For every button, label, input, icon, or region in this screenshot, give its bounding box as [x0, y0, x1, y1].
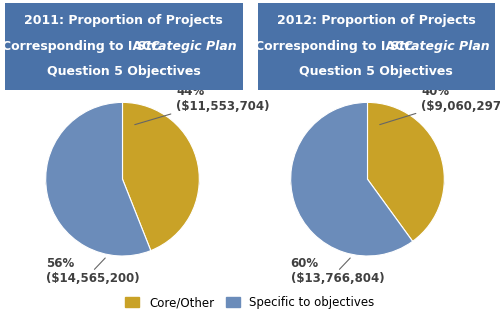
- Text: Question 5 Objectives: Question 5 Objectives: [47, 66, 201, 78]
- Text: Corresponding to IACC: Corresponding to IACC: [2, 40, 165, 53]
- Wedge shape: [122, 102, 200, 251]
- Text: 60%
($13,766,804): 60% ($13,766,804): [290, 257, 384, 285]
- Wedge shape: [368, 102, 444, 241]
- Legend: Core/Other, Specific to objectives: Core/Other, Specific to objectives: [120, 292, 380, 314]
- Text: 40%
($9,060,297): 40% ($9,060,297): [380, 84, 500, 124]
- Ellipse shape: [46, 170, 200, 196]
- Wedge shape: [290, 102, 412, 256]
- Text: Strategic Plan: Strategic Plan: [137, 40, 237, 53]
- Text: Question 5 Objectives: Question 5 Objectives: [300, 66, 453, 78]
- Text: 2012: Proportion of Projects: 2012: Proportion of Projects: [277, 14, 475, 27]
- Text: 56%
($14,565,200): 56% ($14,565,200): [46, 257, 140, 285]
- Wedge shape: [46, 102, 151, 256]
- Text: 44%
($11,553,704): 44% ($11,553,704): [135, 84, 270, 125]
- Ellipse shape: [290, 170, 444, 196]
- Text: Strategic Plan: Strategic Plan: [390, 40, 490, 53]
- Text: 2011: Proportion of Projects: 2011: Proportion of Projects: [24, 14, 223, 27]
- Text: Corresponding to IACC: Corresponding to IACC: [254, 40, 418, 53]
